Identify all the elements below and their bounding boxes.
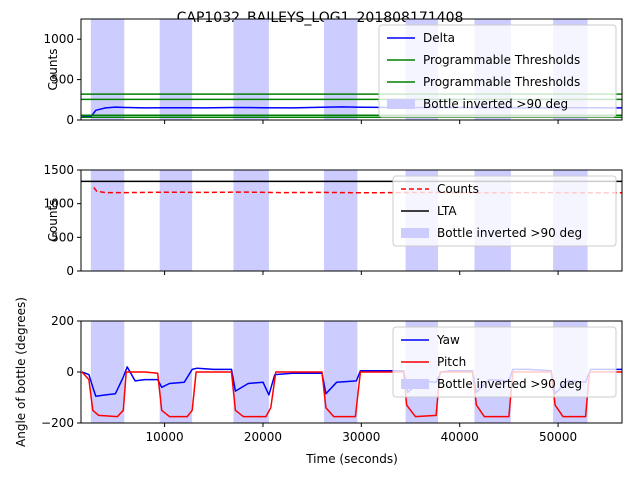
legend-box <box>378 24 617 118</box>
legend-label: Yaw <box>436 333 460 347</box>
legend-label: Counts <box>437 182 479 196</box>
legend-label: Pitch <box>437 355 466 369</box>
inverted-span <box>90 170 125 271</box>
axes-frame <box>80 18 623 121</box>
x-tick-label: 50000 <box>539 430 577 444</box>
legend-label: Programmable Thresholds <box>423 75 580 89</box>
legend-swatch <box>401 228 429 238</box>
panel-2: 0 500 1000 1500 Counts Counts LTA Bottle invert… <box>43 163 623 278</box>
y-tick-label: 500 <box>51 230 74 244</box>
axes-frame <box>80 169 623 272</box>
y-tick-label: 200 <box>51 314 74 328</box>
y-tick-label: 1500 <box>43 163 74 177</box>
legend-label: LTA <box>437 204 457 218</box>
inverted-span <box>159 321 193 423</box>
y-axis-label: Counts <box>46 200 60 242</box>
legend-label: Delta <box>423 31 455 45</box>
legend-swatch <box>387 99 415 109</box>
inverted-span <box>323 170 358 271</box>
x-axis-label: Time (seconds) <box>305 452 398 466</box>
legend-swatch <box>401 379 429 389</box>
y-tick-label: 0 <box>66 264 74 278</box>
inverted-span <box>90 321 125 423</box>
series-line-counts <box>93 187 622 194</box>
legend-label: Bottle inverted >90 deg <box>437 226 582 240</box>
inverted-span <box>90 19 125 120</box>
y-tick-label: 1000 <box>43 32 74 46</box>
y-axis-label: Angle of bottle (degrees) <box>14 297 28 447</box>
legend-label: Bottle inverted >90 deg <box>437 377 582 391</box>
inverted-span <box>323 321 358 423</box>
y-tick-label: −200 <box>41 416 74 430</box>
inverted-span <box>233 321 269 423</box>
legend-box <box>392 326 617 398</box>
y-tick-label: 0 <box>66 365 74 379</box>
x-tick-label: 10000 <box>146 430 184 444</box>
series-line-pitch <box>81 371 622 418</box>
panel-1: 0 500 1000 Counts Delta Programmable Threshol… <box>43 18 623 127</box>
inverted-span <box>323 19 358 120</box>
legend: Delta Programmable Thresholds Programmable… <box>378 24 617 118</box>
legend: Yaw Pitch Bottle inverted >90 deg <box>392 326 617 398</box>
legend: Counts LTA Bottle inverted >90 deg <box>392 175 617 247</box>
x-tick-label: 30000 <box>342 430 380 444</box>
legend-box <box>392 175 617 247</box>
x-tick-label: 20000 <box>244 430 282 444</box>
legend-label: Programmable Thresholds <box>423 53 580 67</box>
inverted-span <box>233 170 269 271</box>
x-tick-label: 40000 <box>441 430 479 444</box>
y-tick-label: 0 <box>66 113 74 127</box>
inverted-span <box>233 19 269 120</box>
panel-3: −200 0 200 10000 20000 30000 40000 50000 Angle o… <box>14 297 623 447</box>
inverted-span <box>159 19 193 120</box>
y-tick-label: 1000 <box>43 197 74 211</box>
legend-label: Bottle inverted >90 deg <box>423 97 568 111</box>
inverted-span <box>159 170 193 271</box>
y-axis-label: Counts <box>46 49 60 91</box>
y-tick-label: 500 <box>51 73 74 87</box>
